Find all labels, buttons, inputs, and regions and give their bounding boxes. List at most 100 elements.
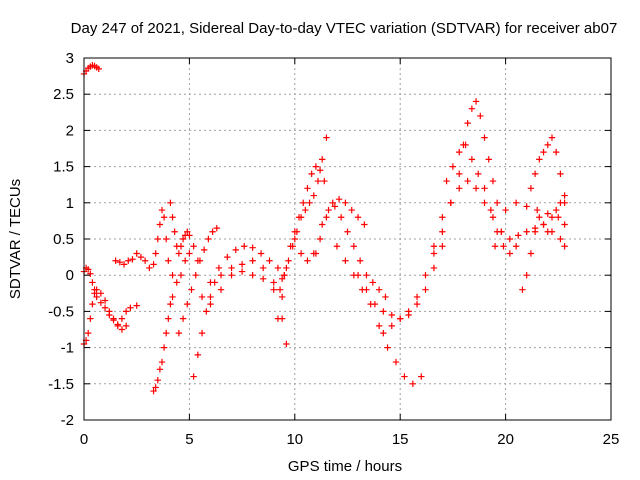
- data-point: [418, 373, 425, 380]
- data-point: [217, 286, 225, 293]
- data-point: [422, 272, 429, 279]
- data-point: [548, 214, 556, 221]
- data-point: [203, 308, 210, 315]
- series-arc3: [80, 286, 130, 348]
- data-point: [152, 384, 159, 391]
- data-point: [165, 315, 172, 322]
- data-point: [179, 235, 187, 243]
- data-point: [323, 214, 330, 221]
- data-point: [186, 250, 193, 257]
- data-point: [443, 177, 450, 185]
- series-arc20: [443, 141, 520, 257]
- data-point: [93, 293, 100, 301]
- data-point: [302, 206, 309, 214]
- data-point: [540, 148, 547, 156]
- data-point: [468, 156, 476, 163]
- data-point: [198, 329, 206, 337]
- data-point: [548, 134, 556, 141]
- data-point: [310, 192, 317, 199]
- y-tick-label: -1.5: [48, 376, 74, 393]
- data-point: [430, 250, 438, 257]
- data-point: [316, 235, 324, 243]
- data-point: [308, 170, 315, 178]
- data-point: [207, 293, 214, 301]
- data-point: [289, 243, 296, 250]
- data-point: [112, 257, 119, 264]
- data-point: [422, 286, 429, 293]
- data-point: [106, 308, 113, 315]
- data-point: [474, 170, 482, 178]
- y-tick-label: -1: [61, 340, 74, 357]
- data-point: [259, 275, 267, 283]
- data-point: [472, 98, 480, 105]
- data-point: [323, 134, 330, 141]
- data-point: [397, 315, 404, 322]
- data-point: [167, 199, 174, 206]
- data-point: [306, 199, 313, 206]
- data-point: [89, 300, 96, 308]
- data-point: [241, 243, 248, 250]
- data-point: [249, 272, 256, 279]
- data-point: [274, 315, 282, 322]
- data-point: [91, 290, 98, 297]
- data-point: [228, 272, 235, 279]
- series-arc24: [498, 221, 568, 250]
- x-tick-label: 20: [497, 431, 514, 448]
- data-point: [270, 279, 277, 286]
- data-point: [506, 235, 514, 243]
- data-point: [354, 214, 362, 221]
- y-tick-label: 2.5: [53, 86, 74, 103]
- data-point: [238, 268, 246, 275]
- data-point: [118, 326, 126, 333]
- data-point: [342, 199, 349, 206]
- data-point: [493, 199, 501, 206]
- data-point: [154, 235, 161, 243]
- data-point: [137, 253, 145, 261]
- data-point: [169, 272, 176, 279]
- y-tick-label: 1.5: [53, 159, 74, 176]
- data-point: [160, 214, 168, 221]
- data-point: [548, 228, 556, 235]
- data-point: [127, 304, 134, 311]
- data-point: [300, 199, 307, 206]
- data-point: [561, 199, 568, 206]
- data-point: [87, 270, 94, 277]
- data-point: [278, 293, 286, 301]
- data-point: [531, 224, 539, 232]
- data-point: [361, 221, 368, 228]
- data-point: [512, 199, 520, 206]
- data-point: [481, 199, 488, 206]
- x-tick-labels: 0 5 10 15 20 25: [80, 431, 620, 448]
- data-point: [133, 250, 140, 257]
- series-arc13: [276, 134, 330, 293]
- data-point: [173, 279, 180, 286]
- data-point: [184, 300, 191, 308]
- data-point: [97, 299, 105, 306]
- data-point: [304, 257, 311, 264]
- x-tick-label: 25: [603, 431, 620, 448]
- series-arc11: [207, 257, 290, 348]
- data-point: [337, 214, 345, 221]
- data-point: [249, 257, 256, 264]
- data-point: [188, 286, 195, 293]
- data-point: [500, 243, 507, 250]
- data-point: [156, 221, 164, 228]
- data-points: [80, 62, 568, 395]
- data-point: [380, 308, 387, 315]
- data-point: [319, 221, 326, 228]
- data-point: [481, 134, 488, 141]
- series-arc18: [380, 177, 505, 337]
- data-point: [430, 243, 438, 250]
- data-point: [87, 315, 94, 322]
- data-point: [430, 264, 438, 272]
- data-point: [316, 167, 324, 174]
- data-point: [190, 373, 197, 380]
- data-point: [333, 243, 341, 250]
- data-point: [527, 185, 535, 192]
- data-point: [297, 250, 305, 257]
- series-arc19: [430, 98, 501, 257]
- data-point: [464, 177, 471, 185]
- data-point: [85, 266, 92, 273]
- data-point: [557, 235, 564, 243]
- data-point: [297, 214, 305, 221]
